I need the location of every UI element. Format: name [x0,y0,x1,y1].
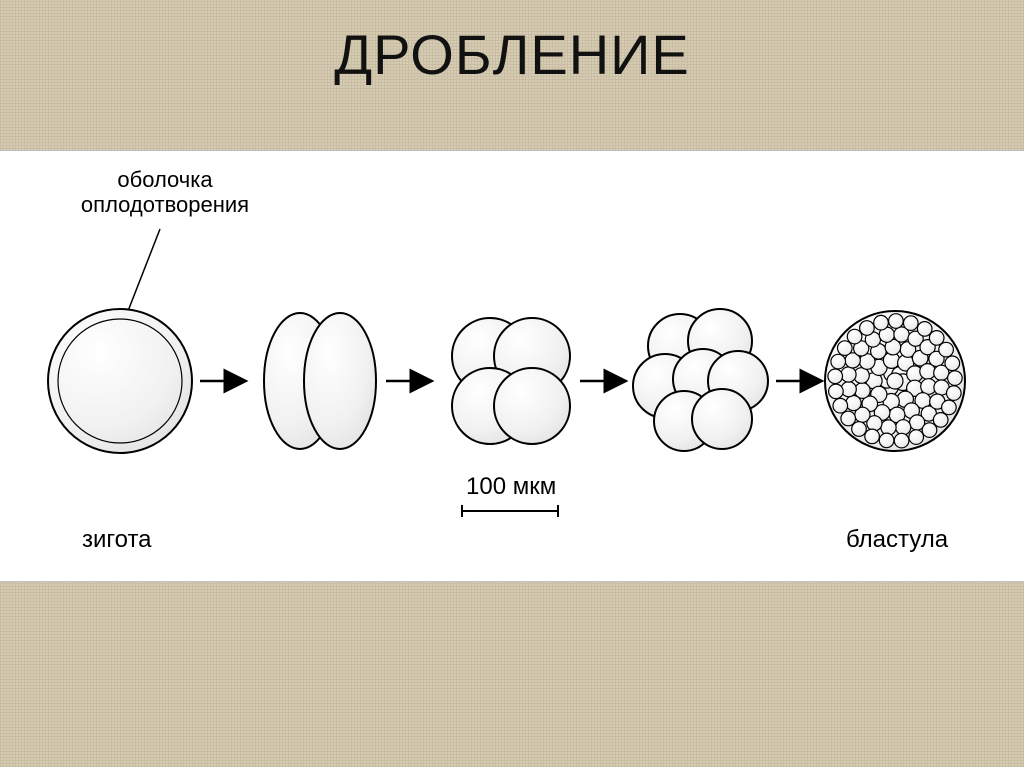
stage-zygote [48,309,192,453]
label-blastula: бластула [846,526,948,554]
stage-two-cell [264,313,376,449]
scale-bar [462,505,558,517]
annotation-membrane: оболочка оплодотворения [65,167,265,218]
annotation-line1: оболочка [65,167,265,192]
stage-blastula [825,311,965,451]
stage-four-cell [452,318,570,444]
page-title: ДРОБЛЕНИЕ [0,22,1024,87]
page-root: ДРОБЛЕНИЕ оболочка оплодотворения [0,0,1024,767]
figure-panel: оболочка оплодотворения [0,150,1024,582]
stage-morula [633,309,768,451]
annotation-pointer [128,229,160,311]
annotation-line2: оплодотворения [65,192,265,217]
label-zygote: зигота [82,526,152,554]
label-scale: 100 мкм [466,473,556,501]
